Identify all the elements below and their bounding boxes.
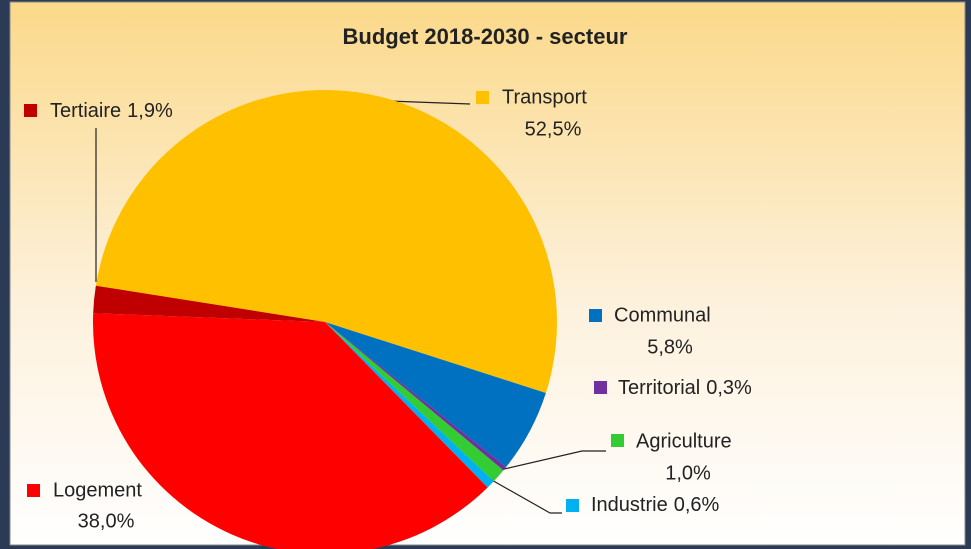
legend-marker [476,91,489,104]
legend-marker [594,381,607,394]
leader-line [489,478,562,514]
pie-slice [325,322,494,488]
leader-line [499,450,606,471]
slice-label-value: 52,5% [525,118,582,140]
pie-slice [325,322,507,471]
slice-label-name: Communal [614,304,711,326]
slice-label: Tertiaire 1,9% [50,100,173,122]
slice-label-value: 38,0% [78,510,135,532]
slice-label-value: 1,9% [127,100,173,122]
slice-label-value: 5,8% [647,336,693,358]
legend-marker [566,499,579,512]
slice-label-name: Tertiaire [50,100,121,122]
slice-label-value: 1,0% [665,462,711,484]
slice-label-value: 0,6% [674,494,720,516]
slice-label: Territorial 0,3% [618,377,752,399]
slice-label-name: Logement [53,479,142,501]
chart-title: Budget 2018-2030 - secteur [343,24,628,49]
pie-slice [93,313,488,549]
legend-marker [611,434,624,447]
slice-label-value: 0,3% [706,377,752,399]
pie-slice [93,285,325,322]
slice-label-name: Industrie [591,494,668,516]
leader-line [387,100,471,105]
legend-marker [24,104,37,117]
pie-slice [325,322,546,467]
pie-slice [325,322,504,482]
slice-label-name: Agriculture [636,430,732,452]
legend-marker [589,309,602,322]
slice-label-name: Transport [502,86,587,108]
legend-marker [27,484,40,497]
slice-label-name: Territorial [618,377,700,399]
slice-label: Industrie 0,6% [591,494,720,516]
pie-slice [95,90,557,393]
